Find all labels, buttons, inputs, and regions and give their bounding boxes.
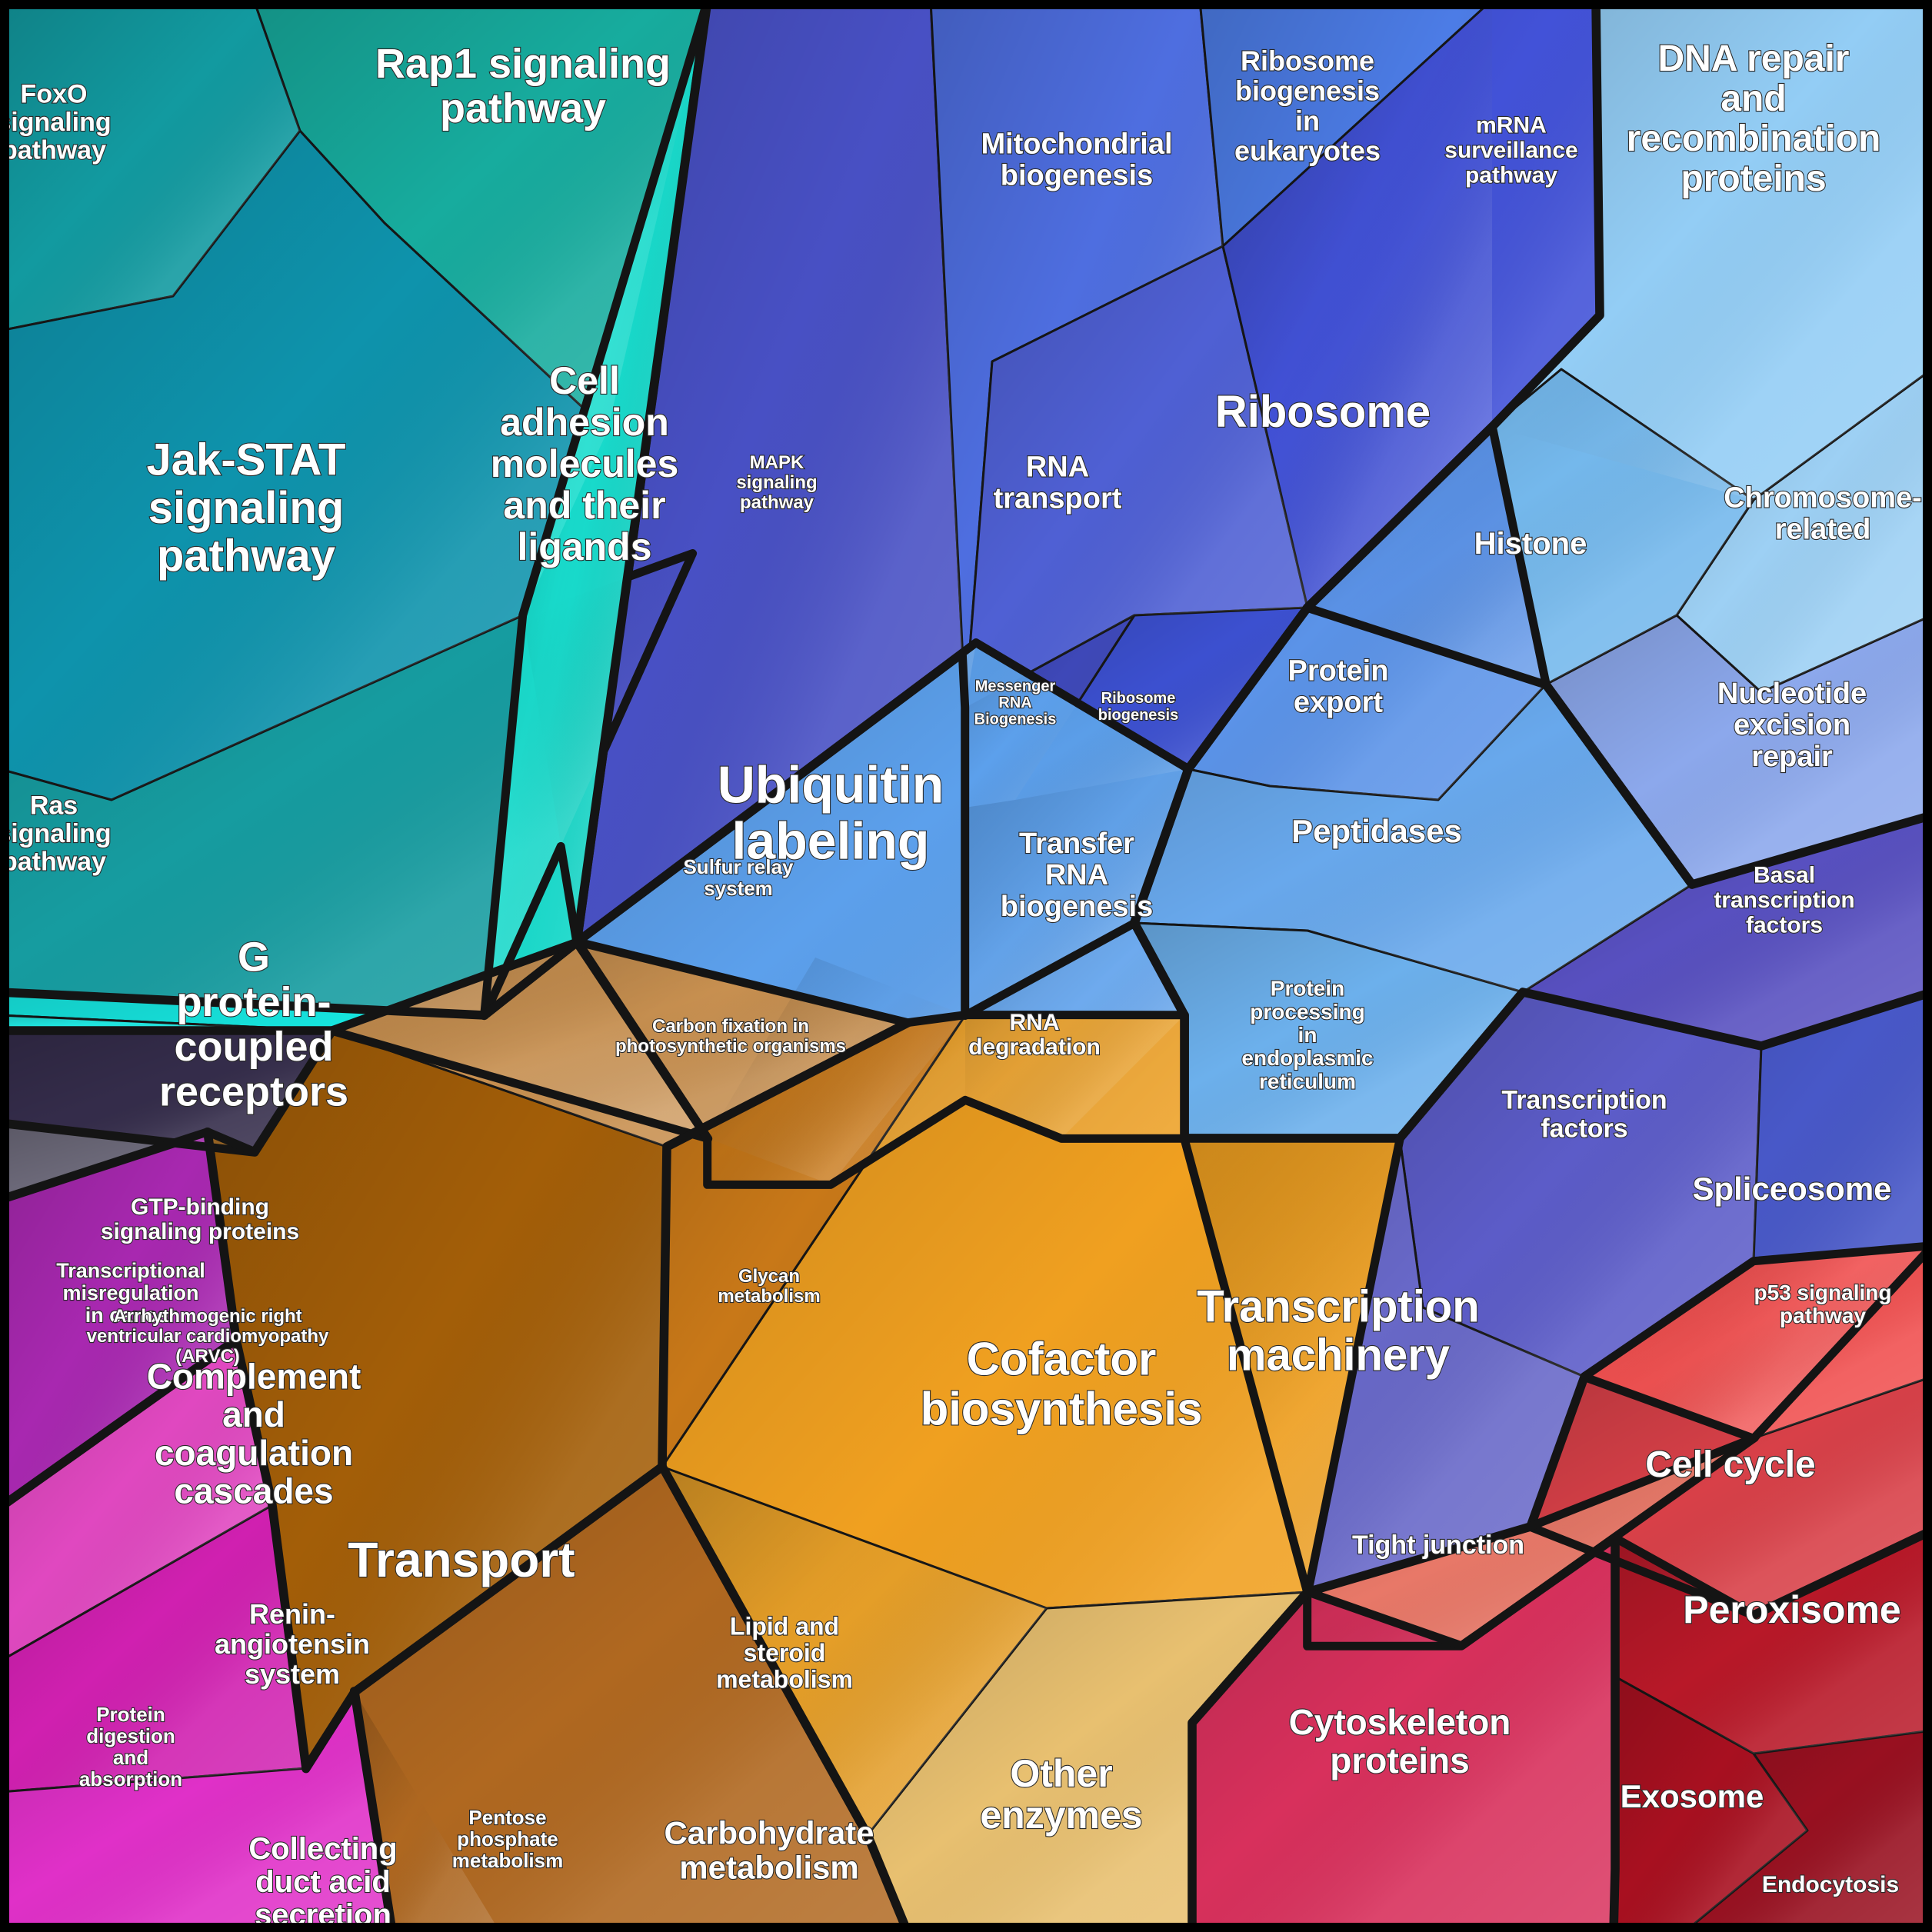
svg-text:Histone: Histone [1474,527,1587,561]
svg-text:Exosome: Exosome [1621,1778,1764,1814]
svg-text:Tight junction: Tight junction [1352,1531,1524,1560]
svg-text:Spliceosome: Spliceosome [1692,1171,1891,1207]
svg-text:Peroxisome: Peroxisome [1683,1588,1900,1631]
svg-text:Transport: Transport [348,1532,575,1587]
svg-text:Cell cycle: Cell cycle [1645,1444,1815,1485]
svg-text:Peptidases: Peptidases [1291,813,1462,849]
svg-text:Ribosome: Ribosome [1215,387,1431,437]
svg-text:Endocytosis: Endocytosis [1762,1872,1899,1897]
